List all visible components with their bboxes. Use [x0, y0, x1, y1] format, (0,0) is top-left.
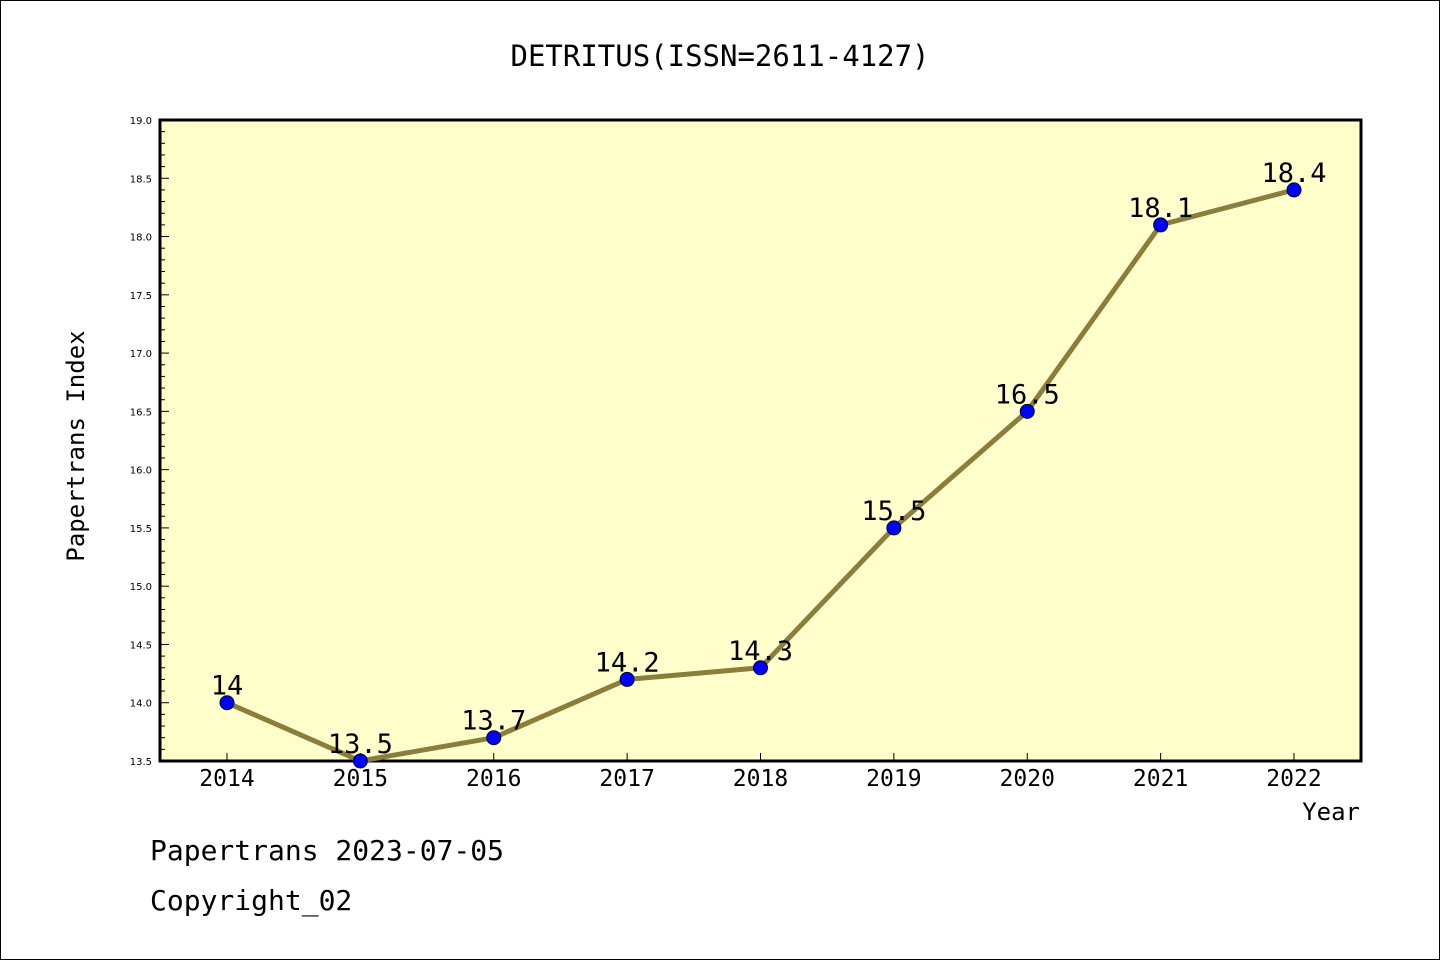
y-axis: 13.5 14.0 14.5 15.0 15.5 16.0 16.5 17.0 17.5 18.0…: [130, 116, 169, 768]
series-line-group: 14 13.5 13.7 14.2 14.3 15.5 16.5 18.1 18.4: [211, 158, 1327, 769]
data-point: [886, 520, 902, 536]
x-axis: 2014 2015 2016 2017 2018 2019 2020 2021 2022: [199, 753, 1322, 792]
y-axis-label: Papertrans Index: [62, 330, 90, 561]
y-tick-label: 14.5: [130, 640, 152, 651]
data-label: 18.1: [1128, 193, 1193, 224]
y-tick-label: 18.0: [130, 233, 152, 244]
data-label: 14.3: [728, 636, 793, 667]
x-tick-label: 2015: [333, 766, 388, 792]
data-label: 15.5: [861, 496, 926, 527]
y-tick-label: 15.5: [130, 524, 152, 535]
data-label: 14.2: [595, 647, 660, 678]
x-tick-label: 2021: [1133, 766, 1188, 792]
y-tick-label: 16.0: [130, 466, 152, 477]
data-point: [486, 730, 502, 746]
x-tick-label: 2016: [466, 766, 521, 792]
data-label: 13.7: [461, 706, 526, 737]
y-tick-label: 14.0: [130, 699, 152, 710]
y-tick-label: 16.5: [130, 407, 152, 418]
data-label: 16.5: [995, 379, 1060, 410]
y-tick-label: 19.0: [130, 116, 152, 127]
footer-date: Papertrans 2023-07-05: [150, 834, 505, 867]
y-tick-label: 15.0: [130, 582, 152, 593]
data-label: 14: [211, 671, 244, 702]
y-tick-label: 13.5: [130, 757, 152, 768]
x-tick-label: 2014: [199, 766, 254, 792]
footer-copyright: Copyright_02: [150, 884, 353, 917]
data-point: [1019, 403, 1035, 419]
data-point: [1153, 217, 1169, 233]
y-tick-label: 17.5: [130, 291, 152, 302]
data-label: 18.4: [1261, 158, 1326, 189]
data-point: [1286, 182, 1302, 198]
chart-title: DETRITUS(ISSN=2611-4127): [510, 39, 929, 73]
x-tick-label: 2020: [1000, 766, 1055, 792]
data-label: 13.5: [328, 729, 393, 760]
x-tick-label: 2019: [866, 766, 921, 792]
x-tick-label: 2018: [733, 766, 788, 792]
x-tick-label: 2022: [1266, 766, 1321, 792]
x-axis-label: Year: [1302, 798, 1360, 826]
x-tick-label: 2017: [599, 766, 654, 792]
y-tick-label: 17.0: [130, 349, 152, 360]
data-point: [352, 753, 368, 769]
data-point: [219, 695, 235, 711]
y-tick-label: 18.5: [130, 174, 152, 185]
data-point: [753, 660, 768, 676]
data-point: [619, 671, 635, 687]
